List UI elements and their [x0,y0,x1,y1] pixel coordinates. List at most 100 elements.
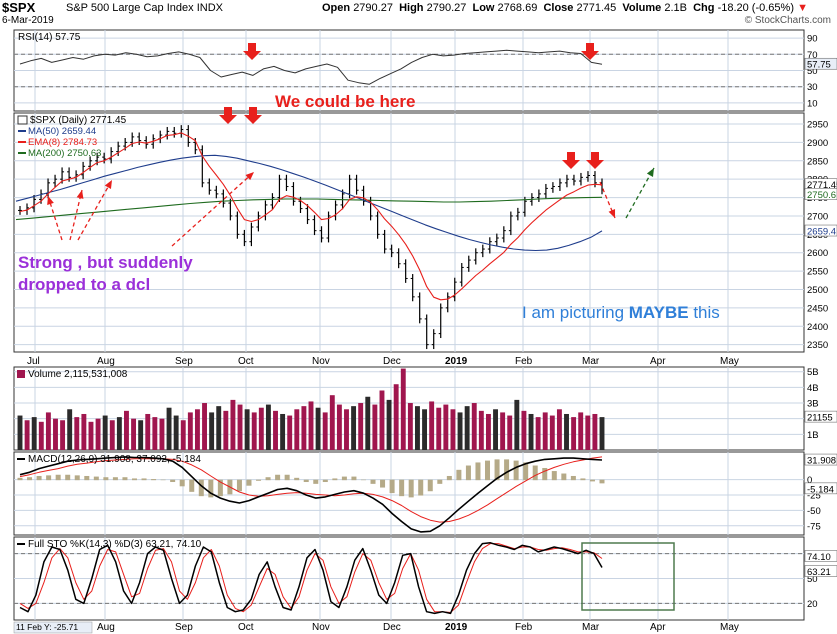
volume-bar [521,410,527,450]
volume-bar [216,406,222,450]
annotation-picturing-suffix: this [688,303,720,322]
stoch-ytick: 20 [807,599,818,610]
volume-bar [124,410,129,450]
price-ytick: 2950 [807,120,828,131]
macd-hist-bar [131,478,137,481]
macd-hist-bar [303,479,309,483]
volume-bar [180,420,186,450]
x-month-label: Jul [27,356,40,367]
ema8-line [19,132,603,301]
macd-hist-bar [589,479,595,482]
macd-ytick: -75 [807,521,821,532]
price-red-down-arrow-icon [219,107,237,124]
price-ytick: 2450 [807,303,828,314]
macd-hist-bar [198,479,204,497]
quote-line: Open 2790.27 High 2790.27 Low 2768.69 Cl… [322,2,808,14]
annotation-could-be-here: We could be here [275,92,416,111]
volume-bar [450,409,456,450]
volume-bar [109,420,115,450]
exchange: INDX [196,2,223,14]
projection-green-up-arrow-icon-head [646,168,654,177]
macd-hist-bar [418,479,424,496]
volume-value: 2.1B [664,2,687,14]
macd-hist-bar [55,474,61,481]
rsi-red-down-arrow-icon [581,43,599,60]
low-label: Low [472,2,495,14]
volume-bar [308,401,314,450]
volume-bar [500,412,506,450]
stoch-ytick: 50 [807,574,818,585]
volume-bar [81,413,87,450]
price-ytick: 2700 [807,211,828,222]
volume-bar [116,417,122,450]
volume-bar [265,404,271,450]
projection-green-up-arrow-icon [625,167,655,219]
macd-hist-bar [141,478,147,481]
volume-bar [67,409,73,450]
pointer-arrow [69,189,83,241]
macd-hist-bar [341,476,347,481]
volume-bar [301,406,307,450]
volume-bar [202,403,207,450]
volume-bar [578,412,584,450]
volume-bar [88,421,94,450]
volume-bar [549,415,555,450]
macd-hist-bar [265,477,271,481]
annotation-maybe: MAYBE [628,303,689,322]
macd-hist-bar [122,477,128,481]
macd-hist-bar [103,477,109,481]
annotation-line-1: Strong , but suddenly [18,253,193,272]
volume-bar [315,407,321,450]
volume-bar [230,399,236,450]
macd-hist-bar [485,460,491,481]
volume-bar [223,410,229,450]
macd-ytick: -50 [807,506,821,517]
chart-date: 6-Mar-2019 [2,15,54,26]
rsi-ytick: 70 [807,50,818,61]
stoch-k-line [19,542,603,615]
x-month-label-bottom: Mar [582,622,600,633]
volume-bar [443,404,449,450]
macd-hist-bar [532,465,538,481]
macd-hist-bar [370,479,376,484]
price-ytick: 2850 [807,156,828,167]
volume-legend-swatch [17,370,25,378]
volume-bar [400,368,406,450]
volume-bar [329,395,335,450]
x-month-label-bottom: Nov [312,622,330,633]
volume-bar [478,410,484,450]
macd-hist-bar [513,460,519,481]
macd-hist-bar [179,479,185,487]
volume-bar [237,404,243,450]
stoch-panel: 805020 [13,536,818,621]
macd-hist-bar [465,465,471,481]
volume-bar [38,421,44,450]
volume-bar [95,418,101,450]
ma200-tag: 2750.6 [807,190,836,201]
volume-bar [457,412,463,450]
volume-bar [429,401,435,450]
pointer-arrow-head [76,190,84,199]
projection-red-down-arrow-icon-head [608,209,616,218]
volume-ytick: 3B [807,399,819,410]
macd-line [19,456,603,533]
x-month-label: Feb [515,356,533,367]
macd-hist-bar [570,475,576,481]
volume-bar [74,417,80,450]
pointer-arrow-head [104,180,112,189]
price-red-down-arrow-icon [562,152,580,169]
macd-hist-bar [27,477,33,481]
volume-bar [280,413,286,450]
stoch-d-tag: 74.10 [807,552,831,563]
high-value: 2790.27 [426,2,467,14]
pointer-arrow [77,179,113,241]
macd-signal-line [19,456,603,523]
volume-bar [542,412,548,450]
stoch-k-tag: 63.21 [807,567,831,578]
macd-legend: MACD(12,26,9) 31.908, 37.092, -5.184 [28,454,201,465]
pointer-arrow-head [245,172,254,181]
price-ytick: 2900 [807,138,828,149]
volume-bar [60,420,66,450]
macd-hist-bar [408,479,414,498]
